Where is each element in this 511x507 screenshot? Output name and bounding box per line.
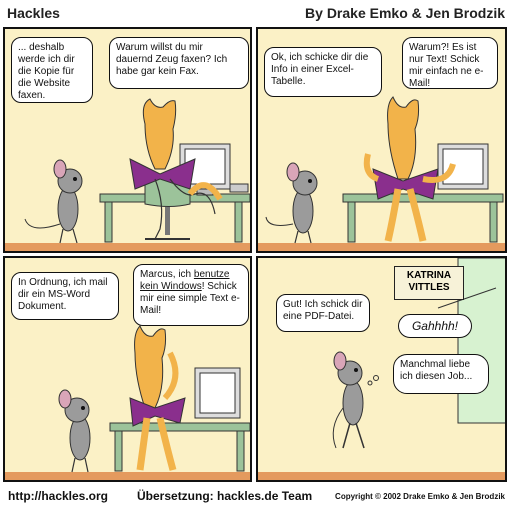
- comic-panel-2: Ok, ich schicke dir die Info in einer Ex…: [256, 27, 507, 253]
- speech-bubble-mouse: Gut! Ich schick dir eine PDF-Datei.: [276, 294, 370, 332]
- cat-bubble-text-b: ! Schick mir eine simple Text e-Mail!: [140, 281, 240, 316]
- cat-bubble-underlined: benutze kein Windows: [140, 269, 230, 292]
- speech-bubble-cat: Warum?! Es ist nur Text! Schick mir einf…: [402, 37, 498, 89]
- comic-header-authors: By Drake Emko & Jen Brodzik: [305, 5, 505, 21]
- speech-bubble-mouse: In Ordnung, ich mail dir ein MS-Word Dok…: [11, 272, 119, 320]
- door-name-sign: KATRINA VITTLES: [394, 266, 464, 300]
- thought-bubble-mouse: Manchmal liebe ich diesen Job...: [393, 354, 489, 394]
- speech-bubble-mouse: ... deshalb werde ich dir die Kopie für …: [11, 37, 93, 103]
- cat-bubble-text-a: Marcus, ich: [140, 269, 194, 280]
- footer-url[interactable]: http://hackles.org: [8, 489, 109, 503]
- speech-bubble-mouse: Ok, ich schicke dir die Info in einer Ex…: [264, 47, 382, 97]
- comic-panel-3: In Ordnung, ich mail dir ein MS-Word Dok…: [3, 256, 252, 482]
- shout-bubble-offscreen: Gahhhh!: [398, 314, 472, 338]
- comic-header-title: Hackles: [7, 5, 60, 21]
- footer-translation: Übersetzung: hackles.de Team: [137, 489, 313, 503]
- speech-bubble-cat: Warum willst du mir dauernd Zeug faxen? …: [109, 37, 249, 89]
- footer-copyright: Copyright © 2002 Drake Emko & Jen Brodzi…: [335, 492, 505, 501]
- speech-bubble-cat: Marcus, ich benutze kein Windows! Schick…: [133, 264, 249, 326]
- comic-panel-4: KATRINA VITTLES Gut! Ich schick dir eine…: [256, 256, 507, 482]
- comic-panel-1: ... deshalb werde ich dir die Kopie für …: [3, 27, 252, 253]
